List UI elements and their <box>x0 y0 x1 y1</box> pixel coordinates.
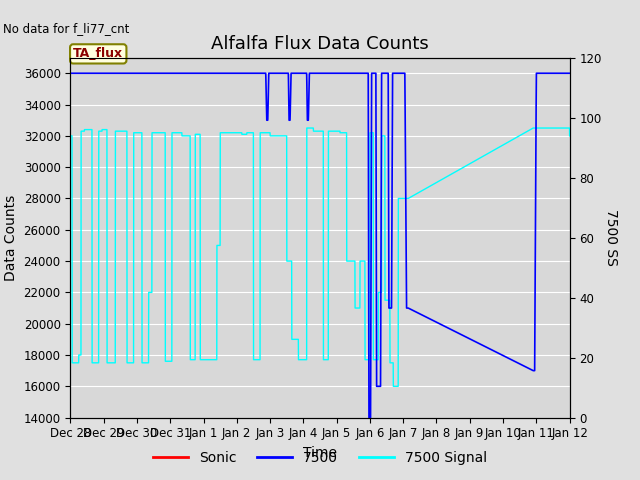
Title: Alfalfa Flux Data Counts: Alfalfa Flux Data Counts <box>211 35 429 53</box>
Legend: Sonic, 7500, 7500 Signal: Sonic, 7500, 7500 Signal <box>148 445 492 471</box>
Text: TA_flux: TA_flux <box>73 48 124 60</box>
X-axis label: Time: Time <box>303 446 337 460</box>
Y-axis label: Data Counts: Data Counts <box>4 194 18 281</box>
Text: No data for f_li77_cnt: No data for f_li77_cnt <box>3 22 129 35</box>
Y-axis label: 7500 SS: 7500 SS <box>604 209 618 266</box>
